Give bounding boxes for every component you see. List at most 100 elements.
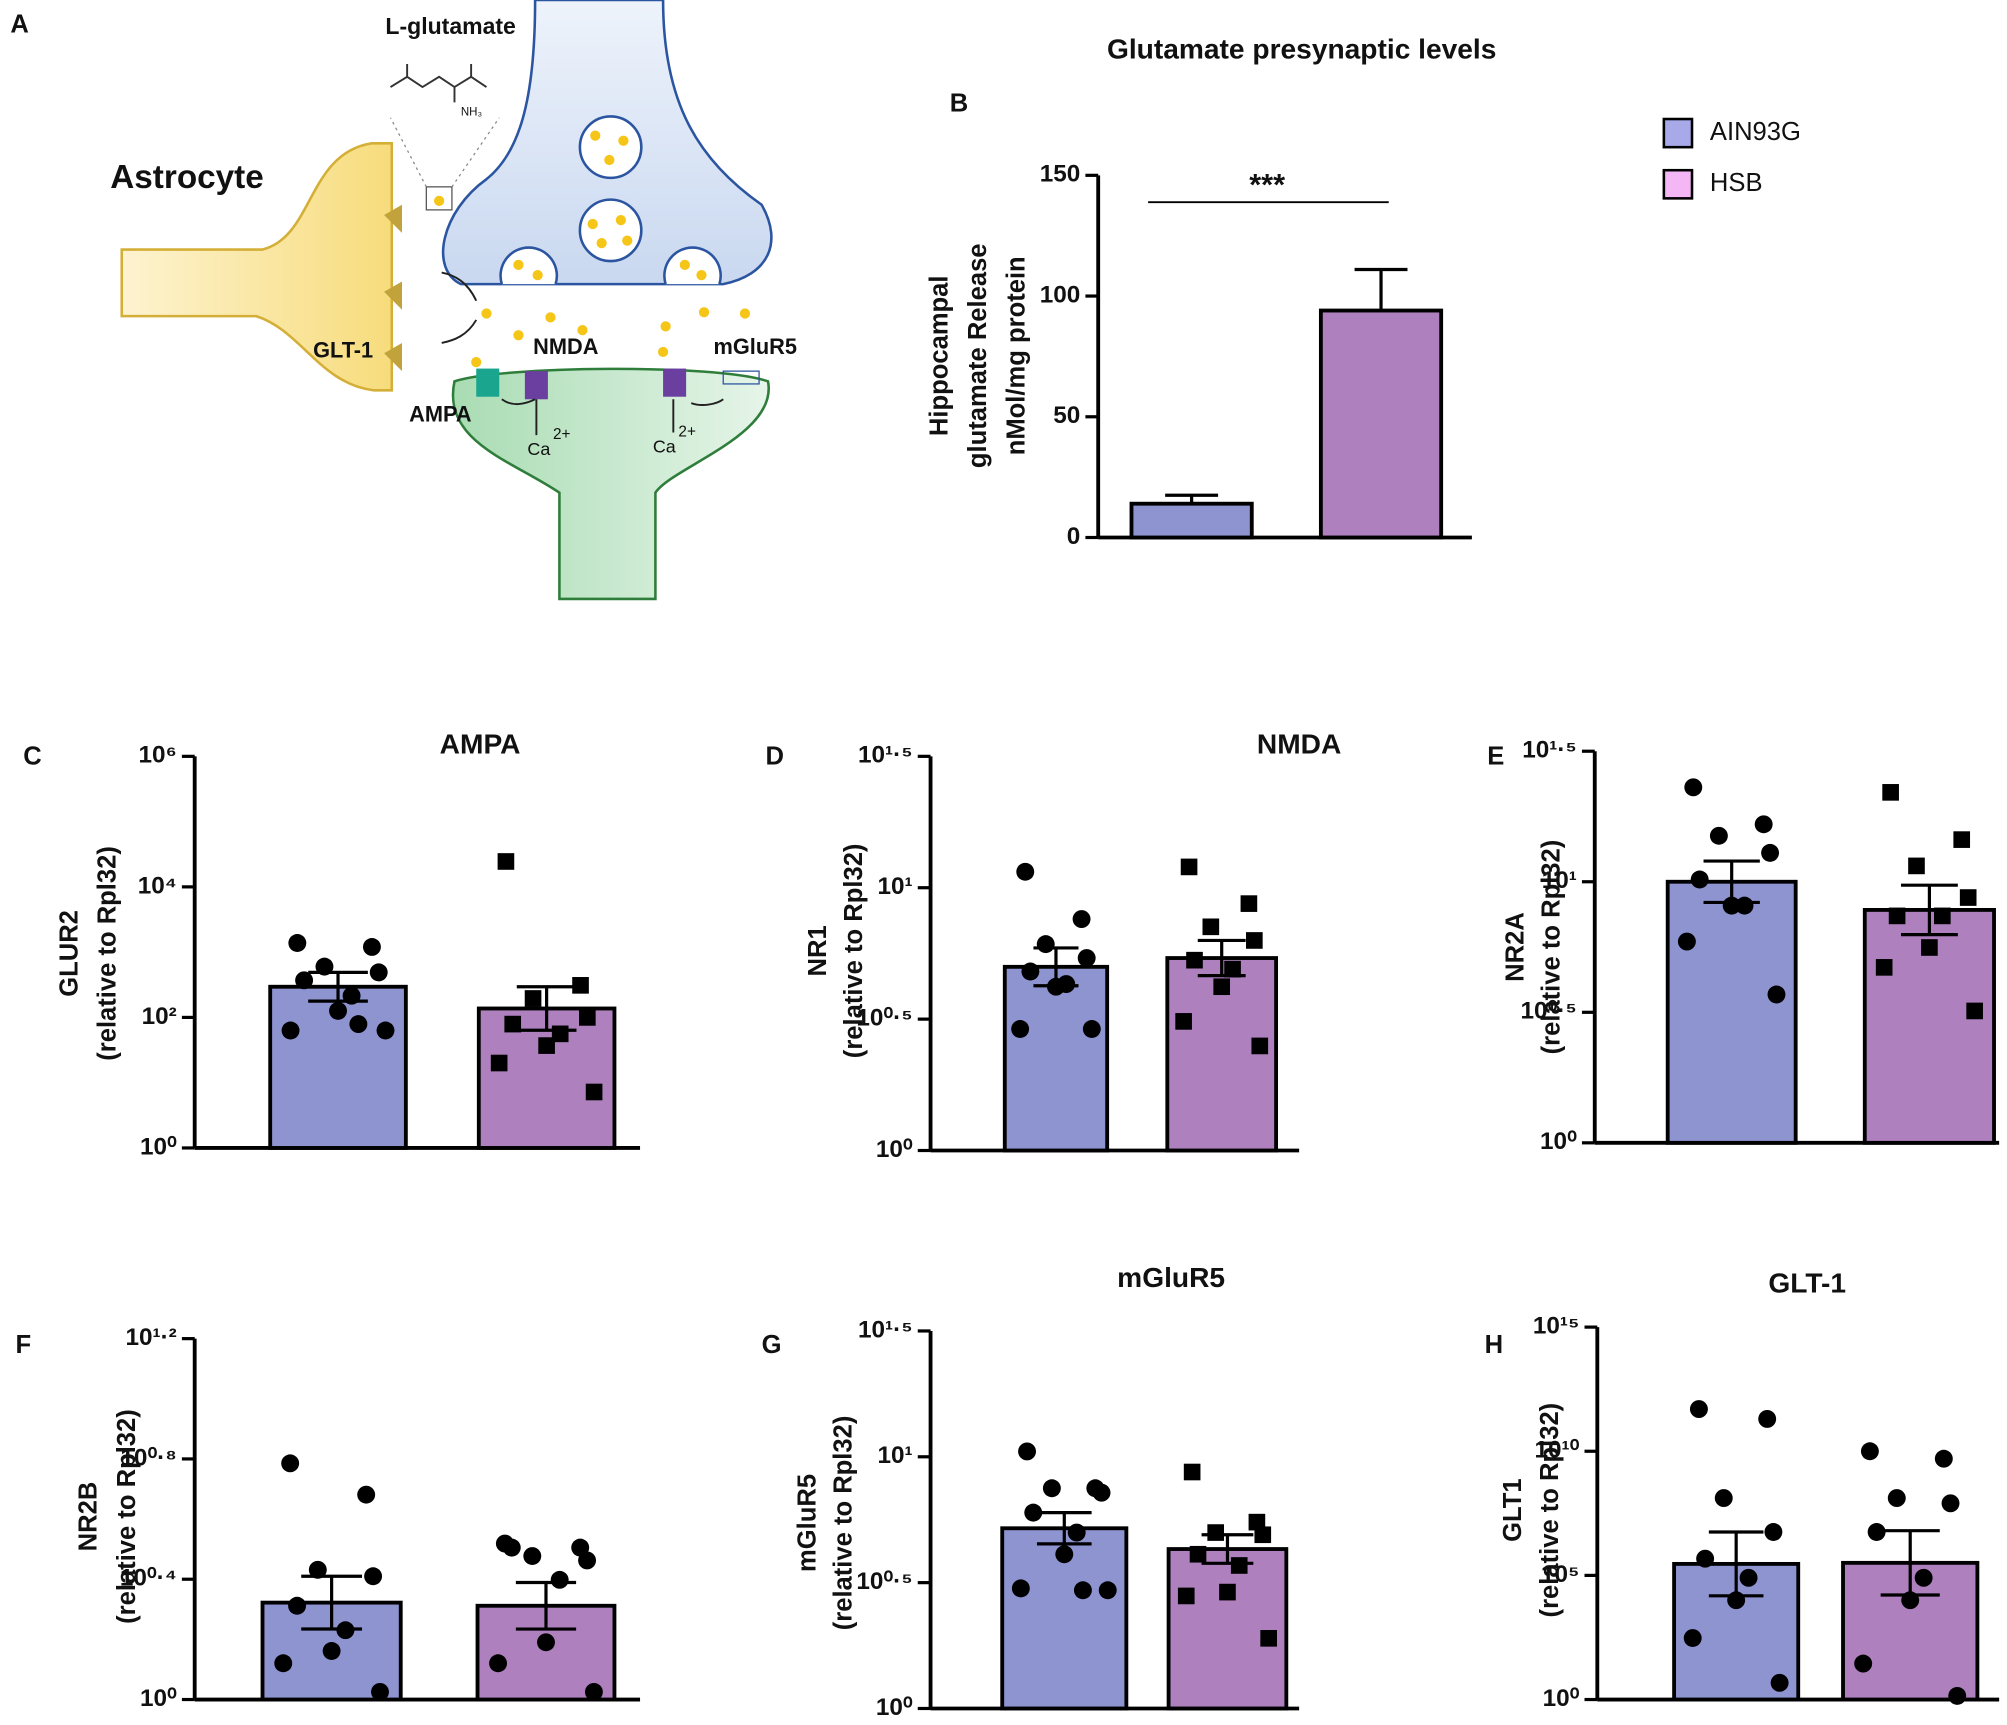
label: 2+ <box>678 424 696 441</box>
y-axis-label: (relative to Rpl32) <box>830 1416 858 1631</box>
y-tick-label: 10⁰ <box>876 1136 913 1163</box>
data-point <box>1677 932 1696 951</box>
y-tick-label: 10⁴ <box>138 872 177 899</box>
chart-title: NMDA <box>1257 729 1341 760</box>
data-point <box>1082 1020 1101 1038</box>
y-tick-label: 0 <box>1067 523 1081 550</box>
y-axis-label: NR2A <box>1501 912 1529 982</box>
data-point <box>322 1642 341 1660</box>
y-axis-label: GLUR2 <box>55 910 83 997</box>
data-point <box>1888 907 1906 925</box>
data-point <box>1934 907 1951 925</box>
dot <box>657 346 669 358</box>
data-point <box>1901 1591 1920 1610</box>
legend-label: AIN93G <box>1710 118 1801 146</box>
label: L-glutamate <box>385 13 516 39</box>
glt1 <box>384 342 403 372</box>
label: Ca <box>527 439 550 459</box>
data-point <box>1175 1013 1192 1030</box>
dot <box>618 135 629 146</box>
data-point <box>1714 1489 1733 1508</box>
dot <box>545 312 556 323</box>
data-point <box>490 1054 508 1072</box>
data-point <box>349 1015 368 1034</box>
data-point <box>1251 1037 1269 1055</box>
chart-title: mGluR5 <box>1117 1262 1225 1293</box>
data-point <box>1867 1523 1886 1541</box>
y-axis-label: NR1 <box>804 925 832 976</box>
molecule <box>389 63 488 103</box>
y-axis-label: Hippocampal <box>926 275 954 436</box>
data-point <box>1722 896 1741 915</box>
y-tick-label: 10⁶ <box>139 742 177 769</box>
y-tick-label: 10⁰ <box>140 1685 177 1712</box>
diagram <box>120 0 773 601</box>
data-point <box>364 1567 383 1586</box>
y-tick-label: 10⁰·⁸ <box>120 1444 176 1471</box>
data-point <box>1260 1630 1277 1647</box>
glt1 <box>384 204 403 233</box>
y-tick-label: 100 <box>1040 281 1081 308</box>
data-point <box>1854 1654 1873 1673</box>
y-tick-label: 10¹·⁵ <box>858 1316 913 1343</box>
data-point <box>537 1633 555 1652</box>
chart-title: GLT-1 <box>1768 1267 1846 1298</box>
data-point <box>1077 949 1096 968</box>
data-point <box>1941 1494 1960 1513</box>
transporters <box>384 204 403 372</box>
glt1 <box>384 281 403 310</box>
data-point <box>497 853 515 870</box>
label: Astrocyte <box>110 159 263 196</box>
data-point <box>1011 1579 1030 1598</box>
y-tick-label: 10⁰ <box>876 1694 913 1720</box>
vesicle <box>578 115 643 180</box>
dot <box>698 307 710 318</box>
data-point <box>1764 1523 1783 1541</box>
data-point <box>1248 1513 1266 1531</box>
data-point <box>1246 932 1263 949</box>
dot <box>604 154 615 166</box>
data-point <box>1735 896 1754 915</box>
data-point <box>1036 935 1055 954</box>
label: mGluR5 <box>714 334 797 359</box>
dot <box>481 308 492 319</box>
data-point <box>1860 1442 1879 1461</box>
data-point <box>1186 951 1203 969</box>
vesicle <box>578 198 643 263</box>
data-point <box>336 1621 355 1640</box>
data-point <box>1683 1629 1702 1647</box>
dot <box>471 357 482 368</box>
chart-title: Glutamate presynaptic levels <box>1107 34 1496 65</box>
label: NMDA <box>533 334 599 359</box>
y-axis-label: (relative to Rpl32) <box>113 1409 141 1624</box>
data-point <box>288 934 307 952</box>
bar <box>1318 308 1444 540</box>
data-point <box>357 1485 376 1504</box>
data-point <box>281 1021 300 1040</box>
data-point <box>1882 784 1899 801</box>
data-point <box>1024 1503 1043 1522</box>
y-tick-label: 50 <box>1053 402 1080 429</box>
data-point <box>1934 1449 1953 1468</box>
bar <box>1002 964 1110 1153</box>
data-point <box>504 1015 522 1033</box>
data-point <box>1072 910 1091 929</box>
dot <box>622 235 633 246</box>
nmda <box>524 371 548 400</box>
data-point <box>1177 1587 1195 1605</box>
y-tick-label: 10¹·⁵ <box>858 742 913 769</box>
astrocyte <box>120 142 394 392</box>
data-point <box>1055 1545 1074 1564</box>
dot <box>434 195 445 207</box>
data-point <box>1067 1523 1086 1542</box>
data-point <box>329 1001 347 1020</box>
data-point <box>1948 1686 1967 1705</box>
data-point <box>288 1596 307 1615</box>
data-point <box>1696 1549 1715 1568</box>
data-point <box>1684 778 1703 797</box>
vesicle <box>499 246 559 285</box>
y-axis-label: (relative to Rpl32) <box>1536 1403 1564 1618</box>
data-point <box>585 1083 603 1101</box>
data-point <box>1875 959 1893 976</box>
